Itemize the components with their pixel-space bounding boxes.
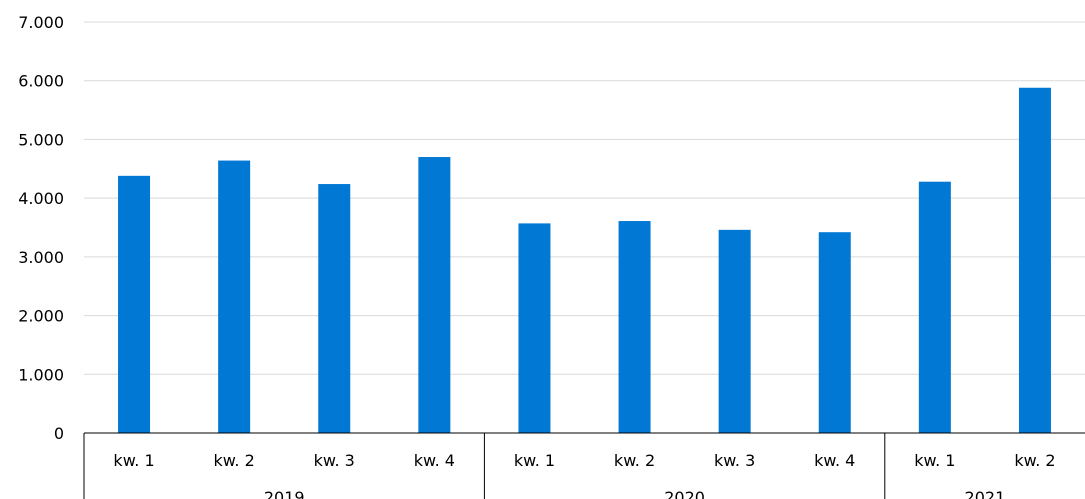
y-tick-label: 1.000 [18, 365, 64, 384]
gridlines [84, 21, 1085, 375]
x-category-label: kw. 2 [614, 451, 655, 470]
x-category-label: kw. 4 [414, 451, 455, 470]
y-tick-label: 7.000 [18, 13, 64, 32]
x-category-label: kw. 1 [113, 451, 154, 470]
bar [318, 184, 351, 433]
x-category-label: kw. 2 [214, 451, 255, 470]
bar [918, 181, 951, 433]
bars [118, 87, 1051, 434]
x-axis [83, 432, 1085, 499]
x-category-label: kw. 4 [814, 451, 855, 470]
bar [818, 232, 851, 433]
bar [418, 157, 451, 434]
bar [618, 221, 651, 433]
bar [718, 229, 751, 433]
y-tick-label: 3.000 [18, 248, 64, 267]
bar [1018, 87, 1051, 433]
x-category-label: kw. 2 [1014, 451, 1055, 470]
x-category-label: kw. 1 [914, 451, 955, 470]
y-tick-label: 6.000 [18, 72, 64, 91]
bar [118, 175, 151, 433]
x-group-label: 2020 [664, 488, 705, 499]
y-tick-label: 2.000 [18, 307, 64, 326]
x-group-label: 2019 [264, 488, 305, 499]
bar [518, 223, 551, 433]
x-axis-group-labels: 2019 2020 2021 [264, 488, 1005, 499]
y-tick-label: 5.000 [18, 130, 64, 149]
x-category-label: kw. 3 [314, 451, 355, 470]
y-axis-tick-labels: 0 1.000 2.000 3.000 4.000 5.000 6.000 7.000 [18, 13, 64, 443]
y-tick-label: 0 [54, 424, 64, 443]
x-axis-category-labels: kw. 1 kw. 2 kw. 3 kw. 4 kw. 1 kw. 2 kw. 3 kw. 4… [113, 451, 1055, 470]
x-group-label: 2021 [965, 488, 1006, 499]
x-category-label: kw. 3 [714, 451, 755, 470]
bar [218, 160, 251, 433]
y-tick-label: 4.000 [18, 189, 64, 208]
x-category-label: kw. 1 [514, 451, 555, 470]
